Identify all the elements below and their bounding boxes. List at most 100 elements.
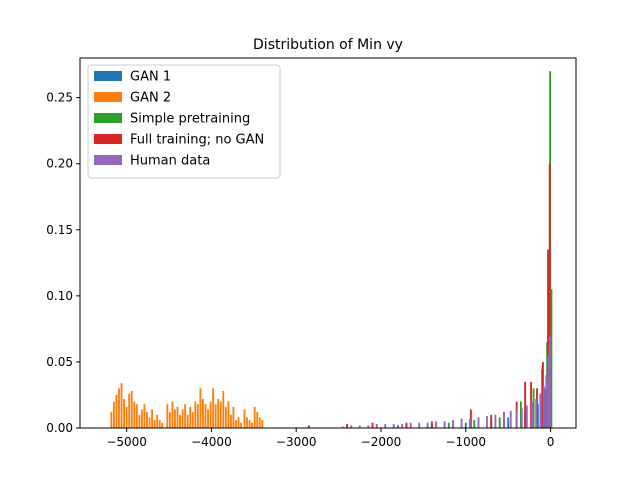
bar-series-4-13 bbox=[452, 420, 454, 428]
bar-series-1-8 bbox=[130, 391, 133, 428]
bar-series-1-12 bbox=[140, 409, 143, 428]
x-tick-label: −4000 bbox=[191, 435, 232, 449]
x-tick-label: −2000 bbox=[361, 435, 402, 449]
bar-series-4-23 bbox=[525, 405, 528, 428]
bar-series-1-49 bbox=[237, 417, 240, 428]
bar-series-1-45 bbox=[227, 401, 230, 428]
bar-series-1-46 bbox=[229, 414, 232, 428]
y-tick-label: 0.20 bbox=[46, 157, 73, 171]
bar-series-4-21 bbox=[515, 409, 518, 428]
bar-series-1-47 bbox=[232, 406, 235, 428]
legend-swatch-3 bbox=[94, 134, 122, 144]
bar-series-1-39 bbox=[212, 388, 215, 428]
bar-series-4-19 bbox=[503, 413, 505, 428]
bar-series-1-3 bbox=[118, 388, 120, 428]
bar-series-1-14 bbox=[146, 412, 148, 428]
bar-series-3-14 bbox=[547, 249, 549, 428]
bar-series-4-28 bbox=[545, 375, 548, 428]
bar-series-1-1 bbox=[112, 401, 115, 428]
y-tick-label: 0.00 bbox=[46, 421, 73, 435]
chart-title: Distribution of Min vy bbox=[253, 37, 403, 53]
bar-series-1-13 bbox=[143, 404, 146, 428]
bar-series-4-18 bbox=[494, 414, 497, 428]
bar-series-4-10 bbox=[426, 422, 429, 428]
y-axis: 0.00 0.05 0.10 0.15 0.20 0.25 bbox=[46, 91, 80, 435]
bar-series-4-12 bbox=[443, 421, 446, 428]
bar-series-4-14 bbox=[460, 418, 463, 428]
legend-label-3: Full training; no GAN bbox=[130, 133, 264, 148]
series-1-bars bbox=[110, 383, 264, 428]
x-tick-label: −5000 bbox=[106, 435, 147, 449]
bar-series-4-0 bbox=[341, 426, 344, 428]
bar-series-1-31 bbox=[191, 412, 194, 428]
bar-series-1-42 bbox=[219, 401, 222, 428]
bar-series-4-6 bbox=[392, 424, 395, 428]
bar-series-1-22 bbox=[168, 412, 171, 428]
legend: GAN 1 GAN 2 Simple pretraining Full trainin… bbox=[87, 64, 281, 179]
bar-series-2-3 bbox=[498, 417, 501, 428]
bar-series-1-53 bbox=[248, 420, 251, 428]
bar-series-1-11 bbox=[138, 414, 141, 428]
bar-series-1-55 bbox=[253, 406, 256, 428]
legend-swatch-1 bbox=[94, 92, 122, 102]
bar-series-4-1 bbox=[350, 425, 353, 428]
bar-series-0-4 bbox=[507, 417, 510, 428]
bar-series-2-9 bbox=[550, 289, 553, 428]
legend-label-4: Human data bbox=[130, 154, 210, 169]
bar-series-1-56 bbox=[256, 412, 259, 428]
bar-series-4-7 bbox=[401, 424, 404, 428]
bar-series-1-32 bbox=[194, 401, 197, 428]
y-tick-label: 0.25 bbox=[46, 91, 73, 105]
bar-series-4-9 bbox=[418, 422, 421, 428]
bar-series-4-26 bbox=[539, 393, 542, 428]
bar-series-1-43 bbox=[222, 391, 225, 428]
bar-series-1-40 bbox=[214, 404, 217, 428]
bar-series-4-20 bbox=[509, 410, 512, 428]
bar-series-1-10 bbox=[135, 404, 138, 428]
bar-series-3-15 bbox=[548, 163, 551, 428]
bar-series-1-6 bbox=[125, 406, 128, 428]
bar-series-1-19 bbox=[158, 420, 161, 428]
bar-series-1-5 bbox=[123, 398, 126, 428]
plot-frame bbox=[79, 57, 577, 429]
bar-series-1-34 bbox=[199, 388, 202, 428]
bar-series-1-57 bbox=[258, 417, 261, 428]
bar-series-4-5 bbox=[384, 424, 387, 428]
legend-label-1: GAN 2 bbox=[130, 91, 171, 106]
bar-series-1-4 bbox=[120, 383, 123, 428]
bar-series-1-27 bbox=[181, 409, 184, 428]
bar-series-1-36 bbox=[204, 404, 207, 428]
bar-series-1-50 bbox=[240, 422, 243, 428]
bar-series-1-21 bbox=[166, 404, 169, 428]
bar-series-0-0 bbox=[397, 425, 399, 428]
bar-series-4-22 bbox=[520, 408, 523, 428]
bar-series-2-1 bbox=[447, 422, 450, 428]
bar-series-1-9 bbox=[133, 401, 136, 428]
bar-series-4-11 bbox=[435, 421, 438, 428]
bar-series-4-17 bbox=[486, 416, 488, 428]
legend-label-2: Simple pretraining bbox=[130, 112, 250, 127]
bar-series-1-25 bbox=[176, 406, 179, 428]
bar-series-3-4 bbox=[430, 421, 433, 428]
x-tick-label: −1000 bbox=[445, 435, 486, 449]
bar-series-1-35 bbox=[202, 398, 204, 428]
bar-series-1-24 bbox=[174, 409, 176, 428]
bars-layer bbox=[110, 71, 553, 429]
bar-series-4-4 bbox=[375, 424, 378, 428]
bar-series-0-2 bbox=[464, 422, 467, 428]
bar-series-3-10 bbox=[524, 381, 527, 428]
bar-series-1-41 bbox=[217, 398, 220, 428]
bar-series-1-38 bbox=[209, 401, 212, 428]
series-4-bars bbox=[341, 335, 551, 428]
bar-series-1-54 bbox=[251, 422, 254, 428]
bar-series-4-16 bbox=[477, 417, 480, 428]
legend-label-0: GAN 1 bbox=[130, 70, 171, 85]
bar-series-2-5 bbox=[532, 388, 535, 428]
bar-series-1-18 bbox=[156, 414, 159, 428]
bar-series-3-1 bbox=[346, 424, 349, 428]
bar-series-1-20 bbox=[161, 422, 164, 428]
bar-series-3-0 bbox=[307, 425, 310, 428]
x-tick-label: 0 bbox=[547, 435, 555, 449]
